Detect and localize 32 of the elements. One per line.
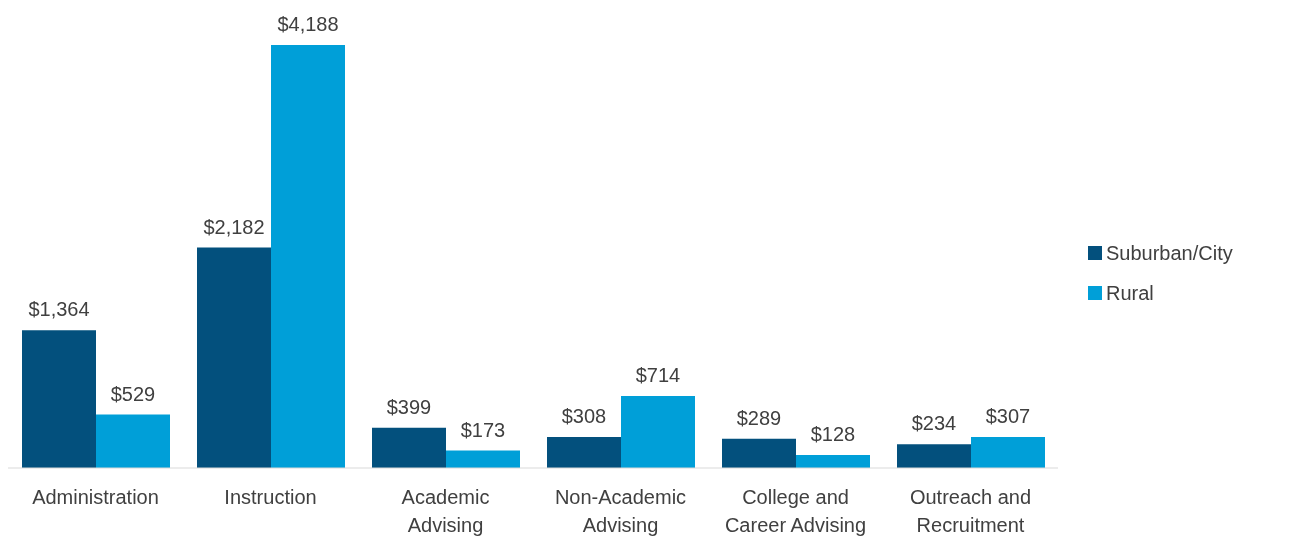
- legend-label: Rural: [1106, 281, 1154, 306]
- x-tick-label: Administration: [32, 486, 159, 508]
- bar: [547, 436, 621, 468]
- bar: [271, 45, 345, 468]
- data-label: $173: [460, 418, 506, 441]
- bar: [446, 450, 520, 468]
- data-label: $128: [810, 423, 856, 446]
- data-label: $307: [985, 404, 1031, 427]
- x-tick-label: Non-Academic Advising: [554, 486, 687, 536]
- bar: [621, 395, 695, 468]
- bar: [22, 330, 96, 468]
- x-tick-label: College and Career Advising: [724, 486, 867, 536]
- x-tick-label: Instruction: [224, 486, 317, 508]
- x-tick-label: Outreach and Recruitment: [909, 486, 1032, 536]
- data-label: $308: [561, 404, 607, 427]
- bar: [796, 455, 870, 468]
- bar: [897, 444, 971, 468]
- data-label: $714: [635, 363, 681, 386]
- bar: [96, 414, 170, 468]
- data-label: $399: [386, 395, 432, 418]
- data-label: $1,364: [28, 298, 90, 321]
- bar: [197, 247, 271, 468]
- data-label: $529: [110, 382, 156, 405]
- data-label: $289: [736, 406, 782, 429]
- bar: [722, 438, 796, 468]
- data-label: $2,182: [203, 215, 265, 238]
- bar: [971, 436, 1045, 468]
- legend-label: Suburban/City: [1106, 241, 1233, 266]
- data-label: $4,188: [277, 13, 339, 35]
- data-label: $234: [911, 412, 957, 435]
- bar: [372, 427, 446, 468]
- x-tick-label: Academic Advising: [401, 486, 490, 536]
